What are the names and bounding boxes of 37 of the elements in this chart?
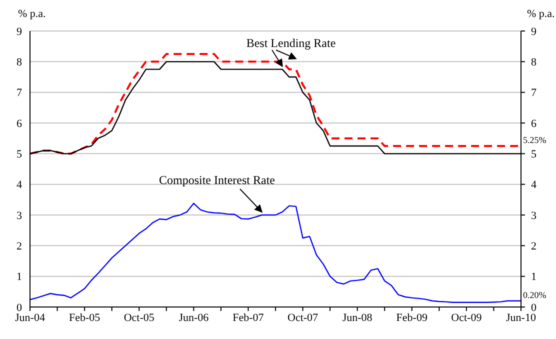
y-tick-label: 2 bbox=[16, 240, 22, 253]
y2-tick-label: 9 bbox=[531, 26, 537, 38]
y2-tick-label: 2 bbox=[531, 240, 536, 253]
y-tick-label: 8 bbox=[16, 56, 22, 69]
y2-tick-label: 3 bbox=[531, 210, 537, 222]
y2-axis-title: % p.a. bbox=[527, 8, 556, 20]
annotation: 5.25% bbox=[523, 135, 547, 145]
y2-tick-label: 6 bbox=[531, 118, 537, 130]
y-tick-label: 6 bbox=[16, 118, 22, 130]
y-tick-label: 1 bbox=[16, 271, 22, 284]
x-tick-label: Oct-05 bbox=[124, 312, 155, 324]
y2-tick-label: 1 bbox=[531, 271, 536, 284]
x-tick-label: Jun-06 bbox=[178, 312, 210, 324]
x-tick-label: Jun-08 bbox=[342, 312, 373, 324]
y-axis-title: % p.a. bbox=[18, 8, 46, 20]
y-tick-label: 3 bbox=[16, 210, 22, 222]
x-tick-label: Feb-07 bbox=[232, 312, 264, 324]
y-tick-label: 7 bbox=[16, 87, 22, 100]
x-tick-label: Oct-09 bbox=[451, 312, 482, 324]
y2-tick-label: 4 bbox=[531, 179, 537, 192]
y-tick-label: 4 bbox=[16, 179, 22, 192]
x-tick-label: Jun-04 bbox=[15, 312, 46, 324]
y-tick-label: 5 bbox=[16, 148, 22, 161]
y2-tick-label: 7 bbox=[531, 87, 537, 100]
y-tick-label: 9 bbox=[16, 26, 22, 38]
annotation: Composite Interest Rate bbox=[159, 173, 275, 187]
line-series bbox=[30, 202, 521, 303]
x-tick-label: Oct-07 bbox=[288, 312, 319, 324]
annotation: Best Lending Rate bbox=[246, 36, 336, 50]
y2-tick-label: 0 bbox=[531, 302, 537, 314]
x-tick-label: Feb-09 bbox=[396, 312, 428, 324]
x-tick-label: Jun-10 bbox=[506, 312, 536, 324]
annotation: 0.20% bbox=[523, 290, 547, 300]
y2-tick-label: 8 bbox=[531, 56, 537, 69]
x-tick-label: Feb-05 bbox=[68, 312, 101, 324]
y2-tick-label: 5 bbox=[531, 148, 537, 161]
y-tick-label: 0 bbox=[16, 302, 22, 314]
